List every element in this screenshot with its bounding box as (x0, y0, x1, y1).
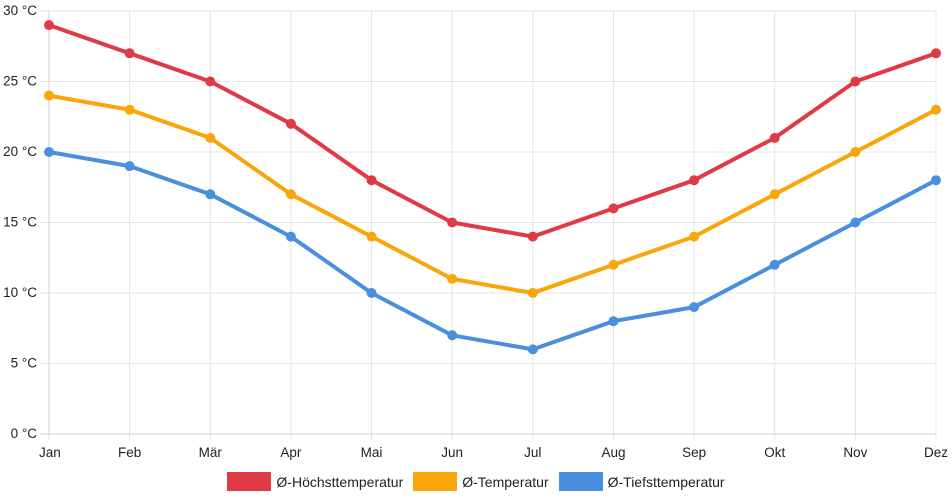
y-tick-label: 0 °C (11, 426, 38, 441)
legend-swatch-avg (413, 472, 458, 491)
series-line (47, 23, 938, 239)
chart-legend: Ø-Höchsttemperatur Ø-Temperatur Ø-Tiefst… (0, 472, 952, 491)
data-point[interactable] (931, 48, 941, 59)
x-tick-label: Jun (441, 445, 463, 460)
data-point[interactable] (689, 175, 700, 186)
y-tick-label: 5 °C (11, 356, 38, 371)
series-1 (44, 90, 941, 298)
data-point[interactable] (447, 217, 458, 228)
legend-swatch-max (227, 472, 272, 491)
y-tick-label: 10 °C (3, 285, 37, 300)
data-point[interactable] (527, 288, 538, 298)
x-axis-tick-labels: Jan Feb Mär Apr Mai Jun Jul Aug Sep Okt Nov Dez (39, 445, 948, 460)
data-point[interactable] (44, 20, 54, 31)
data-point[interactable] (285, 189, 296, 200)
series-2 (44, 147, 941, 355)
data-point[interactable] (366, 231, 377, 242)
data-point[interactable] (608, 316, 619, 327)
x-tick-label: Jul (524, 445, 541, 460)
x-tick-label: Nov (843, 445, 867, 460)
data-point[interactable] (608, 259, 619, 270)
data-point[interactable] (366, 288, 377, 298)
series-line (47, 150, 938, 352)
data-point[interactable] (850, 76, 861, 87)
x-tick-label: Okt (764, 445, 785, 460)
legend-label-max: Ø-Höchsttemperatur (276, 473, 404, 490)
data-series (44, 20, 941, 355)
data-point[interactable] (931, 104, 941, 115)
data-point[interactable] (44, 147, 54, 157)
x-tick-label: Apr (280, 445, 302, 460)
data-point[interactable] (527, 344, 538, 355)
data-point[interactable] (850, 217, 861, 228)
y-tick-label: 20 °C (3, 144, 37, 159)
data-point[interactable] (769, 259, 780, 270)
data-point[interactable] (124, 161, 135, 172)
data-point[interactable] (608, 203, 619, 214)
data-point[interactable] (285, 118, 296, 129)
x-tick-label: Feb (118, 445, 141, 460)
legend-item-min-temperature[interactable]: Ø-Tiefsttemperatur (558, 472, 725, 491)
legend-label-avg: Ø-Temperatur (462, 473, 549, 490)
data-point[interactable] (205, 189, 216, 200)
line-chart: 0 °C 5 °C 10 °C 15 °C 20 °C 25 °C 30 °C Jan Feb… (3, 3, 948, 460)
x-tick-label: Sep (682, 445, 706, 460)
y-axis-tick-labels: 0 °C 5 °C 10 °C 15 °C 20 °C 25 °C 30 °C (3, 3, 37, 441)
data-point[interactable] (527, 231, 538, 242)
legend-item-avg-temperature[interactable]: Ø-Temperatur (413, 472, 549, 491)
data-point[interactable] (124, 104, 135, 115)
data-point[interactable] (44, 90, 54, 101)
data-point[interactable] (447, 273, 458, 284)
data-point[interactable] (769, 189, 780, 200)
data-point[interactable] (769, 132, 780, 143)
data-point[interactable] (205, 76, 216, 87)
x-tick-label: Mai (361, 445, 383, 460)
legend-swatch-min (558, 472, 603, 491)
y-tick-label: 15 °C (3, 215, 37, 230)
data-point[interactable] (689, 302, 700, 313)
legend-item-max-temperature[interactable]: Ø-Höchsttemperatur (227, 472, 403, 491)
grid-lines (40, 10, 937, 440)
data-point[interactable] (124, 48, 135, 59)
x-tick-label: Dez (924, 445, 948, 460)
x-tick-label: Jan (39, 445, 61, 460)
y-tick-label: 30 °C (3, 3, 37, 18)
x-tick-label: Mär (199, 445, 223, 460)
data-point[interactable] (447, 330, 458, 341)
data-point[interactable] (366, 175, 377, 186)
data-point[interactable] (285, 231, 296, 242)
y-tick-label: 25 °C (3, 74, 37, 89)
series-line (47, 93, 938, 295)
data-point[interactable] (931, 175, 941, 186)
data-point[interactable] (850, 147, 861, 157)
legend-label-min: Ø-Tiefsttemperatur (607, 473, 725, 490)
data-point[interactable] (205, 132, 216, 143)
series-0 (44, 20, 941, 242)
data-point[interactable] (689, 231, 700, 242)
x-tick-label: Aug (601, 445, 625, 460)
